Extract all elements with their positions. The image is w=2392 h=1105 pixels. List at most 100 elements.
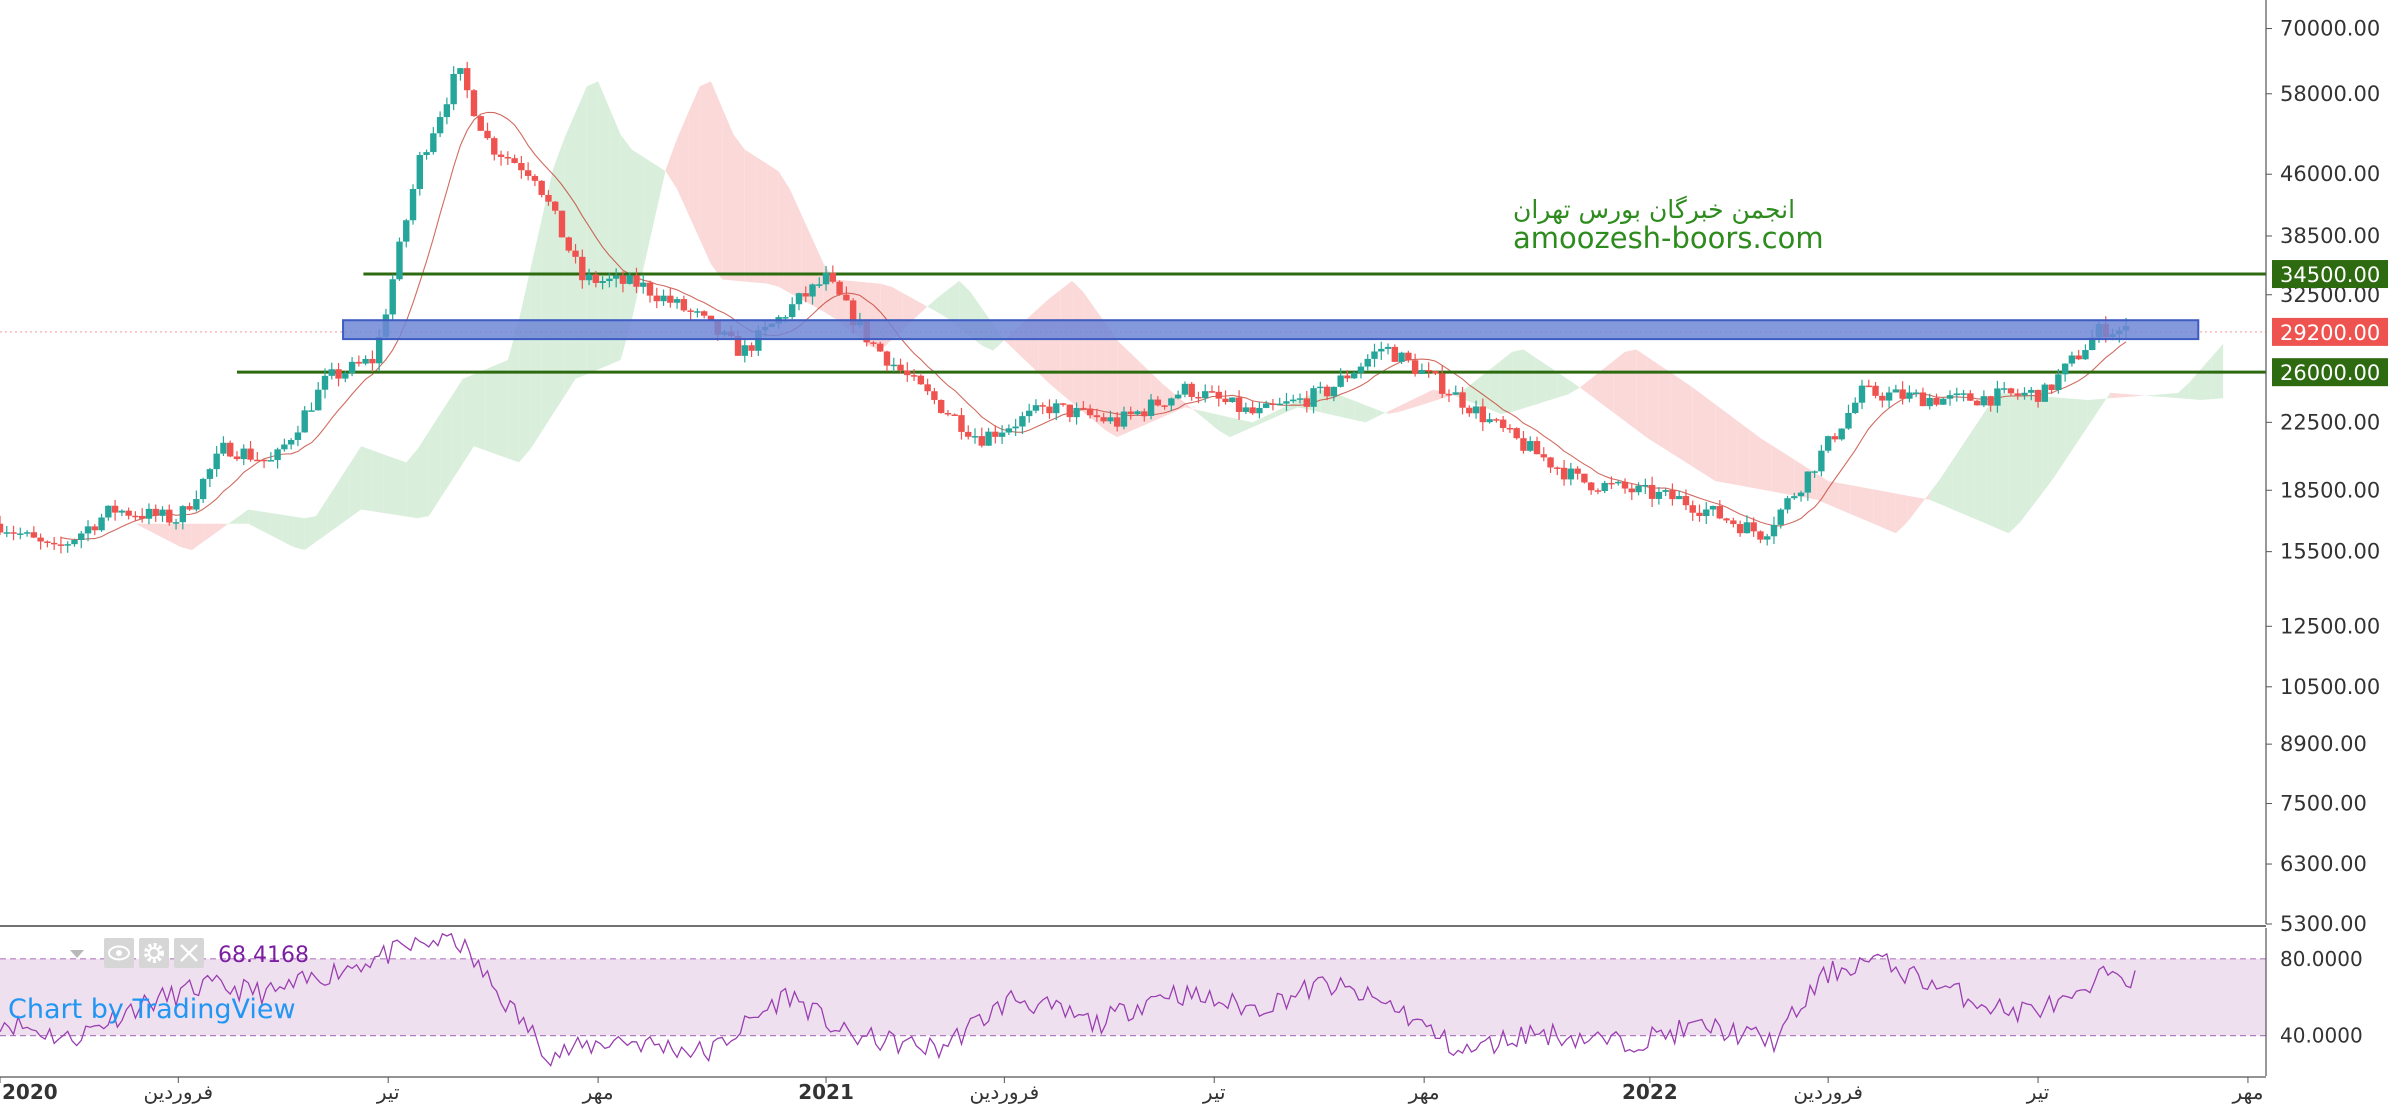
- cloud-segment: [2019, 394, 2032, 523]
- candle: [917, 374, 925, 385]
- candle: [396, 237, 403, 281]
- candle: [1141, 408, 1148, 422]
- candle: [870, 341, 877, 347]
- candle: [1689, 500, 1696, 521]
- candle: [1831, 432, 1839, 443]
- cloud-segment: [1241, 419, 1253, 433]
- candle: [1581, 473, 1588, 484]
- candle: [2021, 387, 2028, 400]
- tradingview-branding[interactable]: Chart by TradingView: [8, 994, 296, 1025]
- cloud-segment: [1105, 324, 1118, 438]
- candle: [1337, 368, 1344, 388]
- cloud-segment: [767, 164, 779, 287]
- cloud-segment: [417, 431, 429, 519]
- time-tick-label: 2020: [2, 1080, 58, 1104]
- candle: [1432, 370, 1439, 376]
- candle: [1574, 466, 1581, 480]
- rsi-pane: [0, 932, 2266, 1067]
- candle: [1486, 412, 1493, 424]
- candle: [897, 358, 904, 374]
- time-tick-label: مهر: [2231, 1080, 2263, 1104]
- collapse-button[interactable]: [70, 950, 84, 958]
- cloud-segment: [631, 149, 644, 320]
- candle: [1493, 417, 1500, 423]
- price-tick-label: 7500.00: [2280, 792, 2367, 816]
- candle: [1811, 470, 1818, 478]
- candle: [1181, 381, 1189, 398]
- cloud-segment: [157, 523, 170, 542]
- candle: [1208, 385, 1216, 393]
- rsi-lower-label: 40.0000: [2280, 1024, 2363, 1048]
- candle: [951, 413, 958, 416]
- remove-indicator-button[interactable]: [174, 938, 204, 968]
- candle: [1296, 393, 1304, 404]
- cloud-segment: [1275, 406, 1287, 418]
- candle: [1046, 399, 1053, 419]
- candle: [98, 513, 105, 532]
- price-zone-rectangle[interactable]: [342, 319, 2200, 341]
- candle: [423, 149, 430, 160]
- cloud-segment: [1952, 443, 1964, 515]
- candle: [877, 341, 884, 352]
- candle: [626, 272, 633, 285]
- cloud-segment: [1862, 487, 1874, 524]
- visibility-toggle-button[interactable]: [104, 938, 134, 968]
- svg-text:34500.00: 34500.00: [2280, 263, 2380, 287]
- candle: [1025, 403, 1033, 423]
- candle: [1960, 389, 1967, 402]
- candle: [1703, 502, 1710, 525]
- candle: [470, 89, 478, 117]
- cloud-segment: [756, 156, 768, 284]
- cloud-segment: [1263, 411, 1276, 423]
- price-axis[interactable]: 70000.0058000.0046000.0038500.0032500.00…: [2265, 0, 2380, 936]
- candle: [274, 447, 281, 469]
- candle: [430, 127, 437, 155]
- cloud-segment: [2053, 397, 2066, 478]
- candle: [463, 61, 471, 99]
- candle: [1114, 412, 1121, 432]
- cloud-segment: [2098, 392, 2111, 410]
- candle: [653, 287, 660, 309]
- candle: [585, 268, 593, 286]
- candle: [227, 440, 234, 458]
- rsi-axis[interactable]: 80.0000 40.0000: [2265, 928, 2363, 1076]
- candle: [1601, 480, 1608, 494]
- candle: [1655, 487, 1663, 505]
- cloud-segment: [1658, 364, 1671, 453]
- cloud-segment: [496, 360, 508, 459]
- candle: [369, 350, 376, 373]
- cloud-segment: [925, 298, 937, 312]
- candle: [1161, 404, 1168, 410]
- time-tick-label: مهر: [1408, 1080, 1440, 1104]
- cloud-segment: [609, 107, 621, 365]
- candle: [111, 500, 119, 521]
- candle: [1202, 384, 1209, 403]
- cloud-segment: [1636, 349, 1648, 439]
- candle: [145, 503, 153, 525]
- time-axis[interactable]: 2020 فروردین تیر مهر 2021 فروردین تیر مهر 2022 فر…: [0, 1076, 2266, 1104]
- candle: [795, 292, 803, 311]
- rsi-current-value: 68.4168: [218, 943, 309, 968]
- cloud-segment: [282, 514, 294, 547]
- candle: [1222, 390, 1229, 405]
- cloud-segment: [1760, 438, 1772, 492]
- candle: [78, 530, 85, 549]
- candle: [17, 527, 24, 540]
- cloud-segment: [1252, 416, 1264, 428]
- candle: [1059, 402, 1067, 407]
- cloud-segment: [710, 81, 723, 280]
- candle: [172, 518, 180, 530]
- candle: [1547, 456, 1554, 474]
- candle: [1757, 530, 1764, 544]
- settings-button[interactable]: [139, 938, 169, 968]
- candle: [836, 280, 843, 296]
- candle: [2082, 344, 2089, 360]
- candle: [660, 289, 667, 306]
- candle: [612, 268, 620, 288]
- candle: [1168, 397, 1175, 412]
- candle: [538, 180, 545, 198]
- candle: [619, 271, 627, 293]
- candle: [159, 506, 166, 523]
- candle: [1933, 393, 1940, 407]
- time-tick-label: فروردین: [1793, 1080, 1863, 1104]
